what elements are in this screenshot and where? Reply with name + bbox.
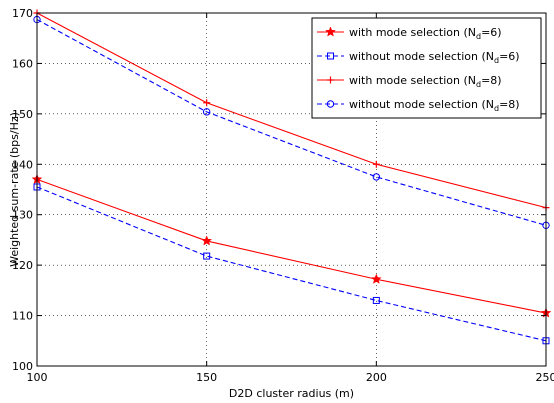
data-point bbox=[201, 235, 213, 246]
legend-marker bbox=[327, 52, 334, 60]
legend-item: with mode selection (Nd=8) bbox=[317, 74, 502, 89]
x-tick-label: 250 bbox=[536, 371, 554, 384]
data-point bbox=[202, 108, 211, 116]
y-tick-label: 160 bbox=[12, 57, 33, 70]
y-tick-label: 140 bbox=[12, 158, 33, 171]
data-point bbox=[370, 273, 382, 284]
y-axis-label: Weighted sum-rate (bps/Hz) bbox=[8, 112, 21, 267]
ticks: 100 150 200 250 100 110 120 130 140 150 160 170 bbox=[12, 7, 554, 384]
x-tick-label: 100 bbox=[27, 371, 48, 384]
y-tick-label: 130 bbox=[12, 209, 33, 222]
y-tick-label: 120 bbox=[12, 259, 33, 272]
y-tick-label: 150 bbox=[12, 108, 33, 121]
y-tick-label: 170 bbox=[12, 7, 33, 20]
y-tick-label: 110 bbox=[12, 310, 33, 323]
legend-box bbox=[311, 17, 542, 119]
legend-label: without mode selection (Nd=6) bbox=[349, 50, 520, 65]
legend-label: without mode selection (Nd=8) bbox=[349, 98, 520, 113]
data-point bbox=[372, 296, 380, 304]
legend-label: with mode selection (Nd=8) bbox=[349, 74, 502, 89]
plot-frame bbox=[36, 12, 547, 367]
x-axis-label: D2D cluster radius (m) bbox=[229, 387, 354, 400]
legend-item: with mode selection (Nd=6) bbox=[317, 26, 502, 41]
series-line bbox=[36, 19, 547, 226]
y-tick-label: 100 bbox=[12, 360, 33, 373]
series-line bbox=[36, 12, 547, 209]
x-tick-label: 150 bbox=[196, 371, 217, 384]
legend: with mode selection (Nd=6) without mode s… bbox=[311, 17, 542, 119]
legend-item: without mode selection (Nd=8) bbox=[317, 98, 520, 113]
legend-marker bbox=[327, 76, 334, 84]
legend-item: without mode selection (Nd=6) bbox=[317, 50, 520, 65]
series-line bbox=[36, 186, 547, 342]
x-tick-label: 200 bbox=[366, 371, 387, 384]
legend-label: with mode selection (Nd=6) bbox=[349, 26, 502, 41]
data-point bbox=[203, 99, 211, 107]
data-point bbox=[372, 160, 380, 168]
legend-marker bbox=[325, 26, 336, 37]
legend-marker bbox=[326, 100, 335, 108]
series-1 bbox=[31, 173, 552, 318]
data-point bbox=[203, 252, 211, 260]
series-line bbox=[36, 178, 547, 314]
series-2 bbox=[33, 183, 550, 345]
data-point bbox=[372, 173, 381, 181]
